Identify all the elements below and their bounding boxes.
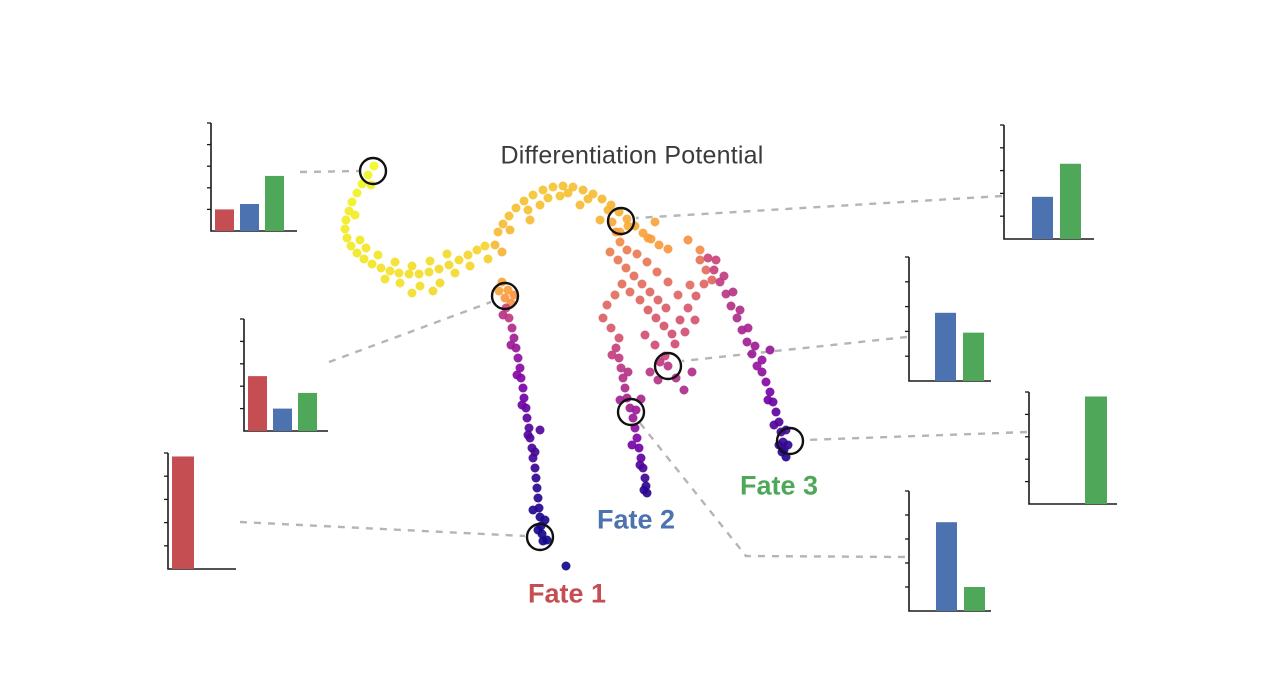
inset-bar-red xyxy=(248,376,267,431)
inset-mid-right xyxy=(905,256,991,382)
fate-2-label: Fate 2 xyxy=(596,504,676,535)
inset-top-left xyxy=(207,122,297,232)
inset-bar-green xyxy=(964,587,985,611)
inset-bar-green xyxy=(963,332,984,381)
inset-bar-green xyxy=(298,392,317,431)
inset-bar-charts xyxy=(164,122,1117,612)
inset-mid-left xyxy=(240,318,328,432)
scatter-points xyxy=(340,161,793,571)
inset-bar-blue xyxy=(936,522,957,611)
inset-top-right xyxy=(1000,124,1094,240)
fate-3-label: Fate 3 xyxy=(739,470,819,501)
inset-bar-red xyxy=(215,209,234,231)
inset-bar-blue xyxy=(935,312,956,381)
inset-bottom-left xyxy=(164,452,236,570)
inset-bar-green xyxy=(1060,163,1081,239)
inset-bar-green xyxy=(1085,396,1107,504)
inset-far-right xyxy=(1025,391,1117,505)
plot-title: Differentiation Potential xyxy=(500,141,764,170)
inset-bottom-right xyxy=(905,490,991,612)
annotation-circles xyxy=(358,156,805,552)
inset-bar-green xyxy=(265,175,284,231)
inset-bar-red xyxy=(172,456,194,569)
inset-bar-blue xyxy=(240,204,259,231)
connector-lines xyxy=(239,169,1028,559)
inset-bar-blue xyxy=(273,408,292,431)
inset-bar-blue xyxy=(1032,196,1053,239)
fate-1-label: Fate 1 xyxy=(527,578,607,609)
